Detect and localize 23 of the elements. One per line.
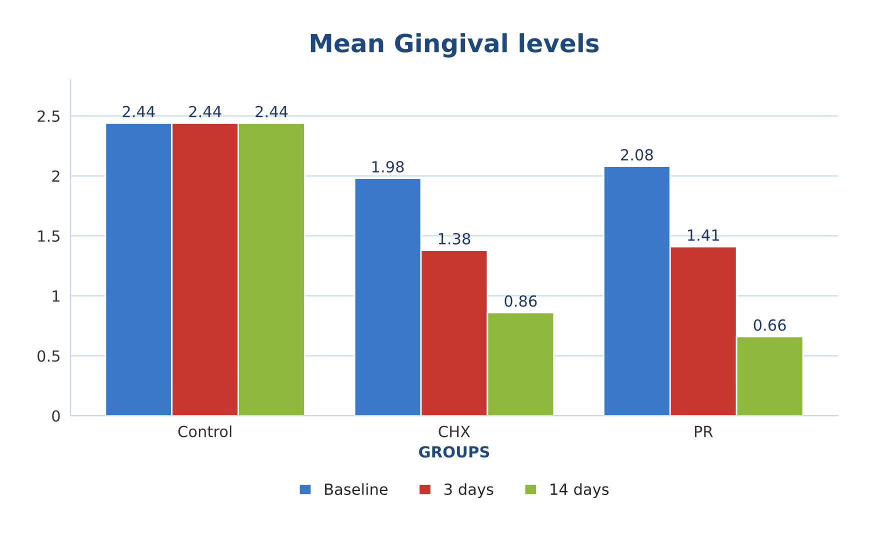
y-tick-label: 2 [52, 170, 60, 182]
x-tick-label: Control [178, 425, 232, 438]
data-label: 0.66 [754, 319, 786, 331]
x-tick-label: CHX [438, 426, 470, 438]
legend-label: 14 days [550, 483, 609, 498]
data-label: 2.44 [122, 106, 155, 118]
data-label: 1.98 [372, 160, 404, 173]
data-label: 2.08 [621, 149, 653, 161]
y-tick-label: 0 [52, 410, 60, 422]
y-tick-label: 1 [52, 290, 60, 302]
legend-label: 3 days [444, 483, 494, 498]
data-label: 0.86 [504, 295, 537, 307]
chart-title: Mean Gingival levels [310, 33, 599, 58]
data-label: 2.44 [256, 106, 288, 118]
x-axis-title: GROUPS [419, 446, 490, 458]
y-tick-label: 2.5 [38, 110, 60, 122]
y-tick-label: 1.5 [38, 230, 60, 242]
data-label: 1.41 [688, 230, 719, 241]
data-label: 2.44 [189, 106, 222, 118]
y-tick-label: 0.5 [38, 350, 60, 362]
data-label: 1.38 [438, 232, 470, 245]
legend-label: Baseline [325, 483, 388, 496]
x-tick-label: PR [694, 426, 713, 438]
